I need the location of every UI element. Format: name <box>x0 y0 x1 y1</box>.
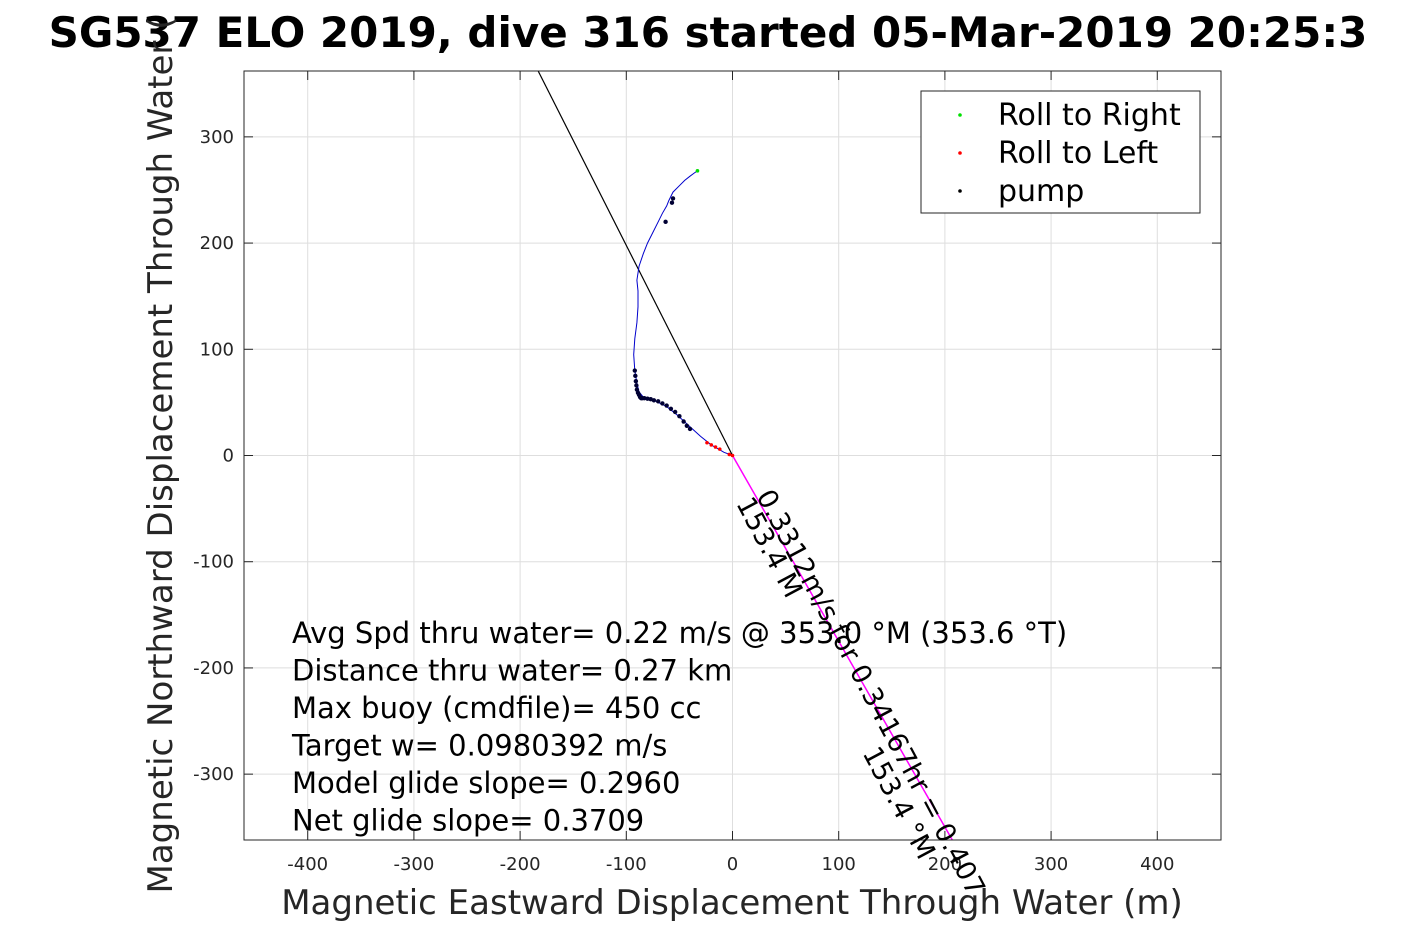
pump-point <box>664 403 669 408</box>
x-tick-label: -100 <box>606 854 647 875</box>
pump-point <box>669 200 675 205</box>
roll-left-point <box>709 443 714 447</box>
pump-point <box>651 398 657 403</box>
pump-point <box>634 383 639 388</box>
pump-point <box>672 409 678 415</box>
legend-marker-roll-left <box>958 151 962 155</box>
pump-point <box>663 219 668 225</box>
annotation-line: Distance thru water= 0.27 km <box>292 654 732 688</box>
heading-line <box>537 71 734 456</box>
annotation-line: Net glide slope= 0.3709 <box>292 804 644 838</box>
legend-label-roll-right: Roll to Right <box>998 98 1181 133</box>
roll-left-point <box>730 453 735 458</box>
roll-left-point <box>717 447 722 451</box>
annotation-block: Avg Spd thru water= 0.22 m/s @ 353.0 °M … <box>291 616 1067 838</box>
legend-marker-pump <box>958 189 962 193</box>
legend: Roll to Right Roll to Left pump <box>920 90 1201 214</box>
legend-marker-roll-right <box>958 113 962 117</box>
current-line <box>731 455 953 840</box>
y-tick-label: 300 <box>200 127 234 148</box>
chart-title: SG537 ELO 2019, dive 316 started 05-Mar-… <box>49 8 1368 57</box>
x-axis-label: Magnetic Eastward Displacement Through W… <box>281 883 1183 923</box>
axis-ticks: -400 -300 -200 -100 0 100 200 300 400 -300 -200 -10… <box>193 71 1221 875</box>
x-tick-label: -400 <box>287 854 328 875</box>
pump-point <box>684 423 690 428</box>
x-tick-label: 100 <box>822 854 856 875</box>
pump-point <box>633 373 638 379</box>
pump-point <box>681 419 686 424</box>
y-tick-label: 0 <box>223 446 234 467</box>
y-tick-label: 100 <box>200 339 234 360</box>
roll-right-point <box>695 169 700 173</box>
x-tick-label: 0 <box>727 854 738 875</box>
pump-point <box>670 196 676 201</box>
pump-point <box>668 406 674 411</box>
pump-point <box>677 414 682 419</box>
annotation-line: Avg Spd thru water= 0.22 m/s @ 353.0 °M … <box>292 616 1067 650</box>
x-tick-label: -300 <box>393 854 434 875</box>
roll-left-point <box>705 440 709 445</box>
pump-point <box>660 401 665 406</box>
x-tick-label: 400 <box>1140 854 1174 875</box>
y-axis-label: Magnetic Northward Displacement Through … <box>141 17 181 894</box>
pump-point <box>633 378 639 384</box>
data-layer <box>537 71 953 840</box>
legend-label-pump: pump <box>998 174 1084 209</box>
y-tick-label: -200 <box>193 658 234 679</box>
pump-point <box>687 426 693 432</box>
y-tick-label: -300 <box>193 764 234 785</box>
legend-box <box>920 90 1201 214</box>
roll-left-point <box>727 452 732 457</box>
y-tick-label: -100 <box>193 552 234 573</box>
annotation-line: Target w= 0.0980392 m/s <box>291 729 667 763</box>
x-tick-label: 300 <box>1034 854 1068 875</box>
pump-point <box>632 368 637 373</box>
annotation-line: Model glide slope= 0.2960 <box>292 766 680 800</box>
x-tick-label: -200 <box>500 854 541 875</box>
pump-point <box>655 399 661 404</box>
y-tick-label: 200 <box>200 233 234 254</box>
legend-label-roll-left: Roll to Left <box>998 136 1158 171</box>
annotation-line: Max buoy (cmdfile)= 450 cc <box>292 691 701 725</box>
x-tick-label: 200 <box>928 854 962 875</box>
roll-left-point <box>713 445 718 449</box>
